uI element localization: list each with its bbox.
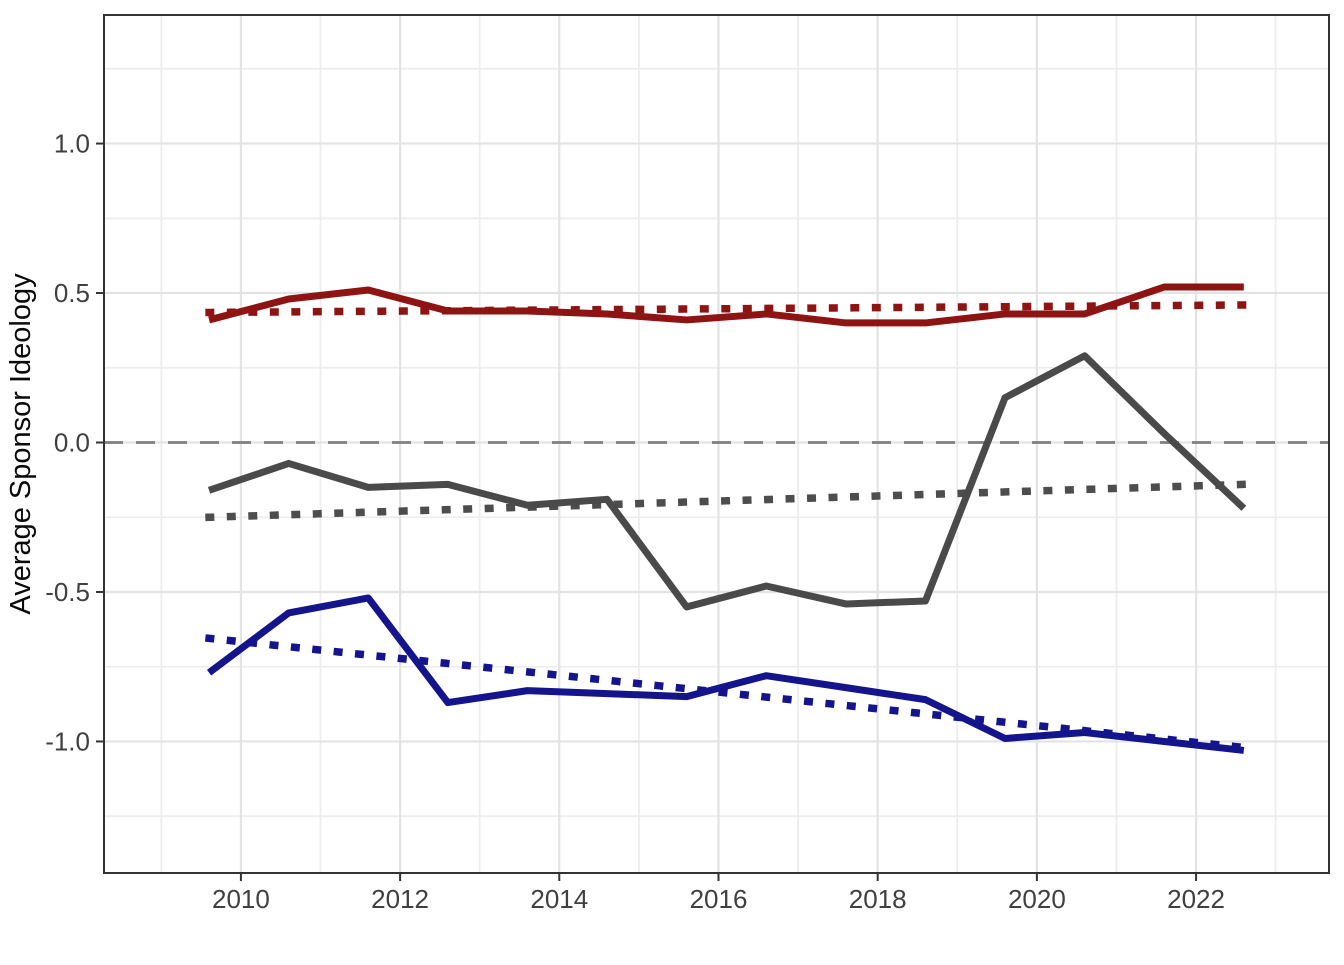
y-tick-label: -1.0 — [45, 726, 90, 756]
x-tick-label: 2020 — [1008, 884, 1066, 914]
x-tick-label: 2016 — [690, 884, 748, 914]
major-gridlines — [104, 15, 1329, 873]
data-series — [204, 283, 1248, 754]
series-red-solid — [208, 283, 1244, 327]
series-red-trend-dotted — [205, 301, 1248, 317]
series-gray-trend-dotted — [205, 480, 1248, 522]
series-gray-solid — [207, 352, 1247, 611]
y-tick-label: -0.5 — [45, 577, 90, 607]
minor-gridlines — [104, 15, 1329, 873]
y-axis-title: Average Sponsor Ideology — [5, 273, 37, 615]
panel-border — [103, 14, 1330, 874]
x-tick-label: 2012 — [371, 884, 429, 914]
x-tick-label: 2018 — [849, 884, 907, 914]
series-blue-solid — [206, 594, 1245, 754]
series-blue-trend-dotted — [204, 634, 1248, 752]
y-tick-label: 1.0 — [54, 129, 90, 159]
x-tick-label: 2022 — [1167, 884, 1225, 914]
x-tick-label: 2010 — [212, 884, 270, 914]
y-tick-label: 0.0 — [54, 428, 90, 458]
y-tick-label: 0.5 — [54, 278, 90, 308]
x-tick-label: 2014 — [530, 884, 588, 914]
axis-ticks-and-labels: 2010 2012 2014 2016 2018 2020 2022 1.0 0.5 0.0 -0.… — [45, 129, 1225, 914]
